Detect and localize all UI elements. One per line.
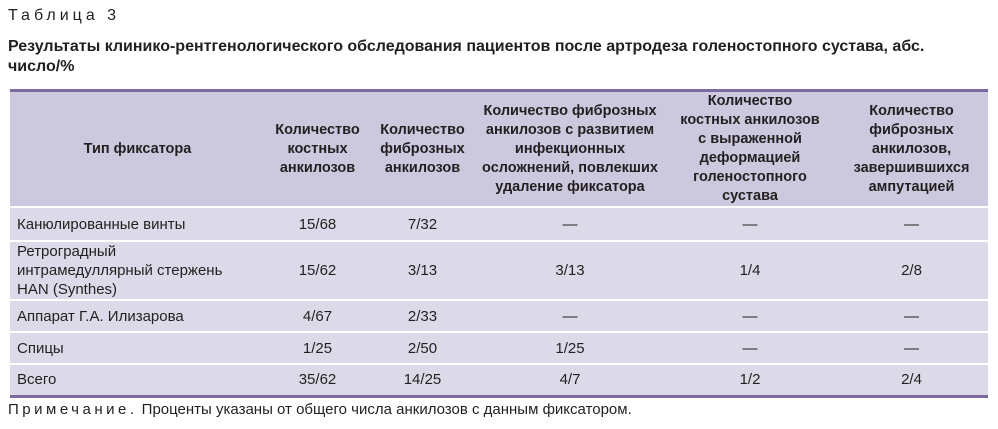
- header-cell: Количество фиброзных анкилозов с развитие…: [475, 89, 665, 208]
- table-note: Примечание. Проценты указаны от общего ч…: [8, 401, 632, 418]
- value-cell: 2/4: [835, 364, 988, 398]
- header-line: анкилозов: [384, 159, 461, 176]
- value-cell: 3/13: [370, 241, 475, 301]
- note-text: Проценты указаны от общего числа анкилоз…: [137, 401, 632, 418]
- fixator-type-cell: Аппарат Г.А. Илизарова: [10, 300, 265, 333]
- header-cell: Количество костных анкилозов: [265, 89, 370, 208]
- value-cell: —: [475, 300, 665, 333]
- fixator-type-cell: Спицы: [10, 332, 265, 365]
- fixator-type-line: интрамедуллярный стержень: [17, 262, 223, 279]
- value-cell: 35/62: [265, 364, 370, 398]
- header-line: анкилозов с развитием: [485, 121, 655, 138]
- value-cell: 4/67: [265, 300, 370, 333]
- header-cell: Количество костных анкилозов с выраженной д…: [665, 89, 835, 208]
- header-line: Количество: [869, 102, 954, 119]
- header-line: Количество: [707, 93, 793, 109]
- value-cell: 1/25: [475, 332, 665, 365]
- fixator-type-line: Всего: [17, 371, 57, 389]
- header-line: деформацией: [699, 150, 801, 166]
- header-line: завершившихся: [853, 159, 970, 176]
- value-cell: 1/25: [265, 332, 370, 365]
- table-body: Канюлированные винты 15/68 7/32— — — Ретрогра…: [10, 207, 988, 398]
- table-row: Аппарат Г.А. Илизарова 4/67 2/33— — —: [10, 300, 988, 333]
- value-cell: —: [665, 332, 835, 365]
- header-line: анкилозов,: [871, 140, 952, 157]
- value-cell: 4/7: [475, 364, 665, 398]
- header-line: Количество: [275, 121, 360, 138]
- header-line: Количество фиброзных: [483, 102, 657, 119]
- value-cell: —: [835, 332, 988, 365]
- value-cell: 7/32: [370, 207, 475, 242]
- value-cell: —: [665, 207, 835, 242]
- header-line: анкилозов: [279, 159, 356, 176]
- header-line: костных: [287, 140, 348, 157]
- table-row: Спицы 1/25 2/50 1/25— —: [10, 332, 988, 365]
- value-cell: 15/62: [265, 241, 370, 301]
- header-line: фиброзных: [869, 121, 954, 138]
- value-cell: —: [665, 300, 835, 333]
- header-cell: Количество фиброзных анкилозов, завершивших…: [835, 89, 988, 208]
- fixator-type-line: Канюлированные винты: [17, 215, 186, 233]
- table-caption: Таблица 3: [8, 7, 121, 24]
- table-row: Ретроградный интрамедуллярный стержень HAN…: [10, 241, 988, 301]
- header-cell: Тип фиксатора: [10, 89, 265, 208]
- value-cell: 2/8: [835, 241, 988, 301]
- fixator-type-cell: Всего: [10, 364, 265, 398]
- fixator-type-line: Ретроградный: [17, 243, 117, 260]
- results-table: Тип фиксатора Количество костных анкилозов…: [10, 89, 988, 398]
- table-row: Канюлированные винты 15/68 7/32— — —: [10, 207, 988, 242]
- table-row: Всего 35/62 14/25 4/7 1/2 2/4: [10, 364, 988, 398]
- fixator-type-line: Спицы: [17, 339, 64, 357]
- fixator-type-line: HAN (Synthes): [17, 281, 118, 298]
- header-line: Количество: [380, 121, 465, 138]
- table-title: Результаты клинико-рентгенологического о…: [8, 38, 925, 75]
- header-line: осложнений, повлекших: [482, 159, 658, 176]
- note-label: Примечание.: [8, 401, 138, 418]
- header-row: Тип фиксатора Количество костных анкилозов…: [10, 89, 988, 208]
- value-cell: —: [835, 207, 988, 242]
- header-line: Тип фиксатора: [83, 140, 192, 157]
- header-line: фиброзных: [380, 140, 465, 157]
- fixator-type-cell: Ретроградный интрамедуллярный стержень HAN…: [10, 241, 265, 301]
- value-cell: —: [475, 207, 665, 242]
- value-cell: 14/25: [370, 364, 475, 398]
- value-cell: 1/4: [665, 241, 835, 301]
- fixator-type-cell: Канюлированные винты: [10, 207, 265, 242]
- header-line: удаление фиксатора: [495, 178, 645, 195]
- value-cell: 1/2: [665, 364, 835, 398]
- header-line: с выраженной: [698, 131, 802, 147]
- header-line: инфекционных: [514, 140, 626, 157]
- header-line: костных анкилозов: [680, 112, 820, 128]
- header-line: голеностопного сустава: [693, 169, 807, 204]
- value-cell: —: [835, 300, 988, 333]
- fixator-type-line: Аппарат Г.А. Илизарова: [17, 307, 184, 325]
- value-cell: 2/50: [370, 332, 475, 365]
- header-line: ампутацией: [868, 178, 955, 195]
- header-cell: Количество фиброзных анкилозов: [370, 89, 475, 208]
- value-cell: 2/33: [370, 300, 475, 333]
- value-cell: 3/13: [475, 241, 665, 301]
- value-cell: 15/68: [265, 207, 370, 242]
